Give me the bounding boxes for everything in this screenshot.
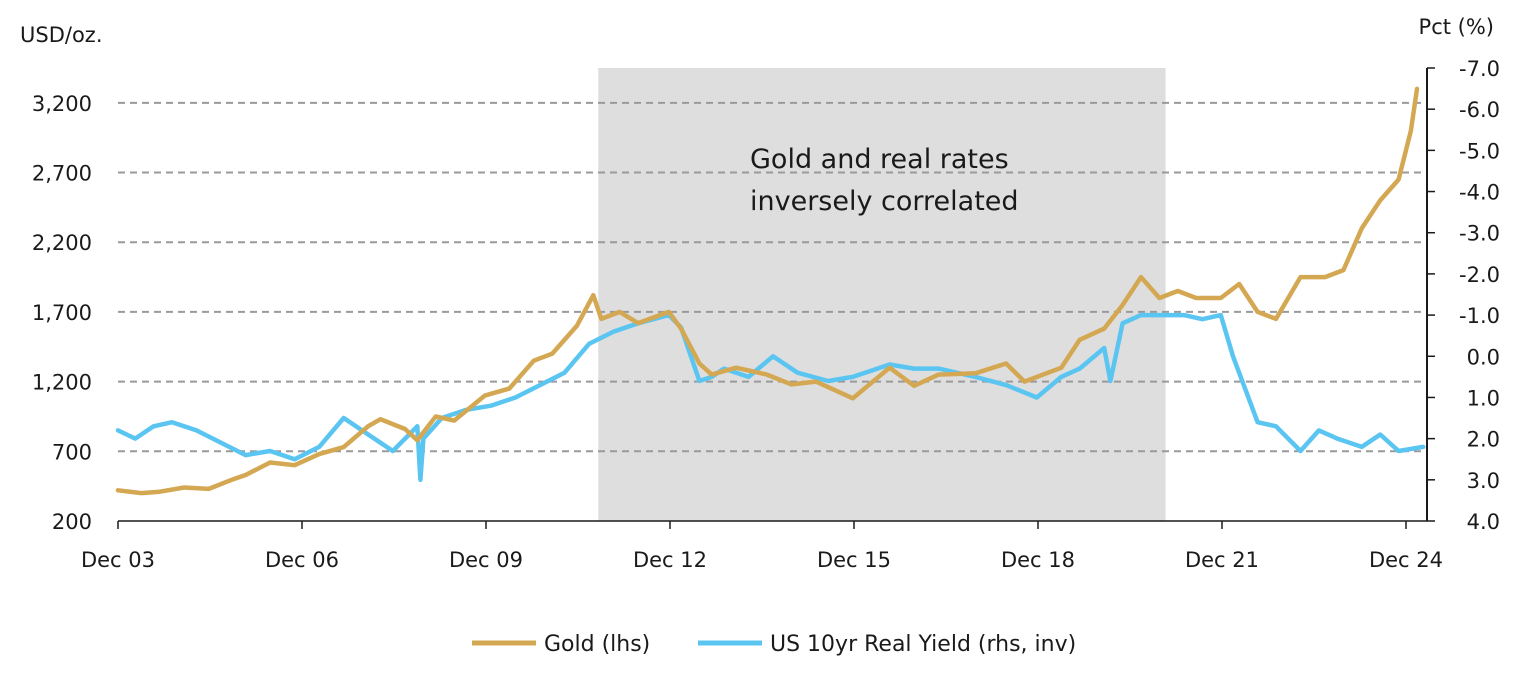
x-tick-label: Dec 09 xyxy=(449,548,523,572)
right-tick-label: -3.0 xyxy=(1459,222,1500,246)
left-tick-label: 1,700 xyxy=(32,301,92,325)
left-tick-label: 700 xyxy=(52,440,92,464)
right-tick-label: 0.0 xyxy=(1467,345,1500,369)
shaded-region xyxy=(598,68,1166,521)
left-tick-label: 2,200 xyxy=(32,231,92,255)
x-tick-label: Dec 06 xyxy=(265,548,339,572)
right-tick-label: 4.0 xyxy=(1467,510,1500,534)
right-axis-label: Pct (%) xyxy=(1419,15,1494,39)
right-axis-ticks: -7.0 -6.0 -5.0 -4.0 -3.0 -2.0 -1.0 0.0 1.0 2.0 3.0… xyxy=(1427,57,1500,534)
right-tick-label: -1.0 xyxy=(1459,304,1500,328)
annotation-line-2: inversely correlated xyxy=(750,186,1019,217)
legend-label-real-yield: US 10yr Real Yield (rhs, inv) xyxy=(770,632,1076,657)
left-axis-ticks: 200 700 1,200 1,700 2,200 2,700 3,200 xyxy=(32,92,92,534)
x-tick-label: Dec 03 xyxy=(81,548,155,572)
x-tick-label: Dec 21 xyxy=(1185,548,1259,572)
x-axis-ticks: Dec 03 Dec 06 Dec 09 Dec 12 Dec 15 Dec 18 Dec … xyxy=(81,521,1443,572)
series-line-gold xyxy=(115,86,1420,496)
right-tick-label: 2.0 xyxy=(1467,428,1500,452)
left-tick-label: 2,700 xyxy=(32,162,92,186)
series-line-real-yield xyxy=(115,312,1426,483)
left-tick-label: 200 xyxy=(52,510,92,534)
right-tick-label: 3.0 xyxy=(1467,469,1500,493)
right-tick-label: -6.0 xyxy=(1459,98,1500,122)
right-tick-label: -7.0 xyxy=(1459,57,1500,81)
annotation-line-1: Gold and real rates xyxy=(750,144,1009,175)
legend-label-gold: Gold (lhs) xyxy=(544,632,650,657)
x-tick-label: Dec 24 xyxy=(1369,548,1443,572)
left-axis-label: USD/oz. xyxy=(20,23,103,47)
grid-lines xyxy=(118,101,1427,453)
right-tick-label: -5.0 xyxy=(1459,139,1500,163)
x-tick-label: Dec 12 xyxy=(633,548,707,572)
left-tick-label: 3,200 xyxy=(32,92,92,116)
x-tick-label: Dec 18 xyxy=(1001,548,1075,572)
series-layer xyxy=(115,86,1426,496)
right-tick-label: -2.0 xyxy=(1459,263,1500,287)
left-tick-label: 1,200 xyxy=(32,371,92,395)
x-tick-label: Dec 15 xyxy=(817,548,891,572)
right-tick-label: -4.0 xyxy=(1459,181,1500,205)
legend: Gold (lhs) US 10yr Real Yield (rhs, inv) xyxy=(472,632,1076,657)
right-tick-label: 1.0 xyxy=(1467,386,1500,410)
